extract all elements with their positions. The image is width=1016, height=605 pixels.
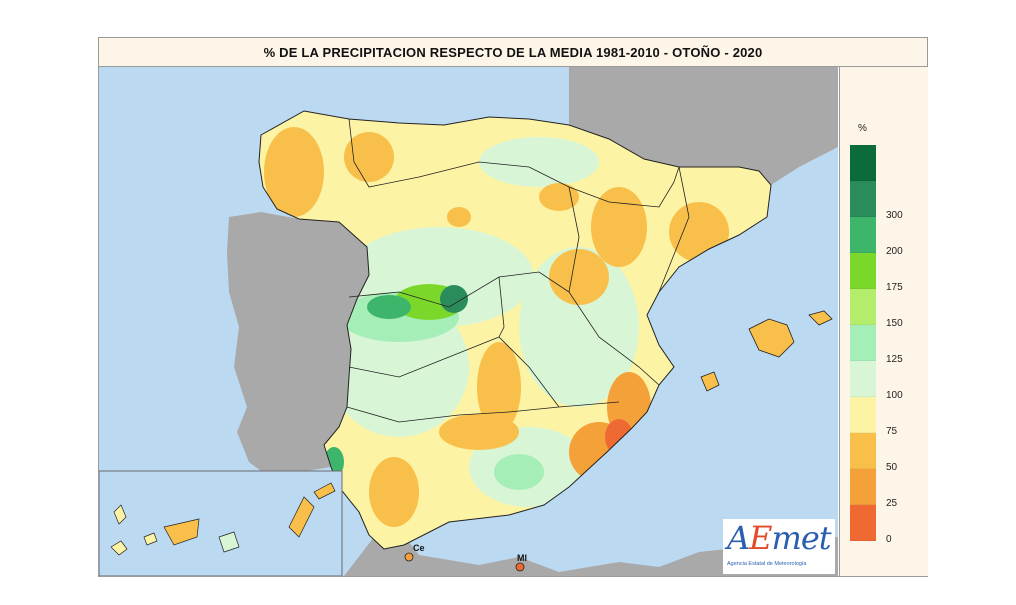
mallorca: [748, 318, 795, 358]
logo-a: A: [727, 519, 750, 557]
melilla-marker: [515, 562, 525, 572]
la-gomera: [143, 532, 158, 546]
logo-e: E: [749, 519, 772, 557]
legend-swatch: [850, 361, 876, 397]
title-bar: % DE LA PRECIPITACION RESPECTO DE LA MED…: [99, 38, 927, 67]
legend-swatch: [850, 217, 876, 253]
contour-100-125: [519, 247, 639, 407]
spain-coastline: [258, 110, 772, 550]
legend-colorbar: [850, 145, 876, 541]
legend-label: 75: [886, 426, 898, 437]
contour-50-75: [447, 207, 471, 227]
legend-label: 0: [886, 534, 892, 545]
legend-label: 100: [886, 390, 903, 401]
la-palma: [113, 504, 127, 525]
legend-swatch: [850, 289, 876, 325]
ibiza: [700, 371, 720, 392]
aemet-tagline: Agencia Estatal de Meteorología: [727, 561, 807, 567]
legend-swatch: [850, 253, 876, 289]
france-landmass: [459, 67, 838, 185]
lanzarote: [313, 482, 336, 500]
region-borders: [346, 118, 690, 423]
legend-label: 50: [886, 462, 898, 473]
ceuta-marker: [404, 552, 414, 562]
legend-swatch: [850, 397, 876, 433]
legend-swatch: [850, 433, 876, 469]
contour-50-75: [369, 457, 419, 527]
contour-50-75: [439, 414, 519, 450]
aemet-logo: AEmet Agencia Estatal de Meteorología: [723, 519, 835, 574]
legend-swatch: [850, 505, 876, 541]
legend-swatch: [850, 181, 876, 217]
contour-50-75: [264, 127, 324, 217]
tenerife: [163, 518, 200, 546]
map-title: % DE LA PRECIPITACION RESPECTO DE LA MED…: [263, 44, 763, 60]
legend-label: 200: [886, 246, 903, 257]
melilla-label: Ml: [517, 553, 527, 563]
menorca: [808, 310, 833, 326]
legend: % 300 200 175 150 125 100 75 50 25 0: [839, 67, 928, 576]
logo-rest: met: [771, 519, 831, 557]
contour-100-125: [479, 137, 599, 187]
canary-islands-inset: [99, 470, 343, 576]
legend-label: 175: [886, 282, 903, 293]
ceuta-label: Ce: [413, 543, 425, 553]
map-figure: % DE LA PRECIPITACION RESPECTO DE LA MED…: [98, 37, 928, 577]
africa-landmass: [344, 529, 838, 576]
legend-label: 150: [886, 318, 903, 329]
legend-label: 25: [886, 498, 898, 509]
contour-175-200: [367, 295, 411, 319]
portugal-landmass: [227, 212, 369, 477]
contour-125-150: [494, 454, 544, 490]
legend-swatch: [850, 469, 876, 505]
fuerteventura: [288, 496, 315, 538]
legend-unit: %: [858, 123, 867, 134]
contour-50-75: [591, 187, 647, 267]
contour-50-75: [539, 183, 579, 211]
legend-label: 125: [886, 354, 903, 365]
contour-200-300: [440, 285, 468, 313]
aemet-wordmark: AEmet: [727, 519, 832, 557]
contour-50-75: [549, 249, 609, 305]
legend-swatch: [850, 145, 876, 181]
contour-50-75: [344, 132, 394, 182]
contour-50-75: [477, 342, 521, 432]
precipitation-map: Ce Ml: [99, 67, 838, 576]
el-hierro: [110, 540, 128, 556]
map-area: Ce Ml AEmet Agencia Estatal de Meteorolo…: [99, 67, 838, 576]
legend-swatch: [850, 325, 876, 361]
legend-label: 300: [886, 210, 903, 221]
gran-canaria: [218, 531, 240, 553]
